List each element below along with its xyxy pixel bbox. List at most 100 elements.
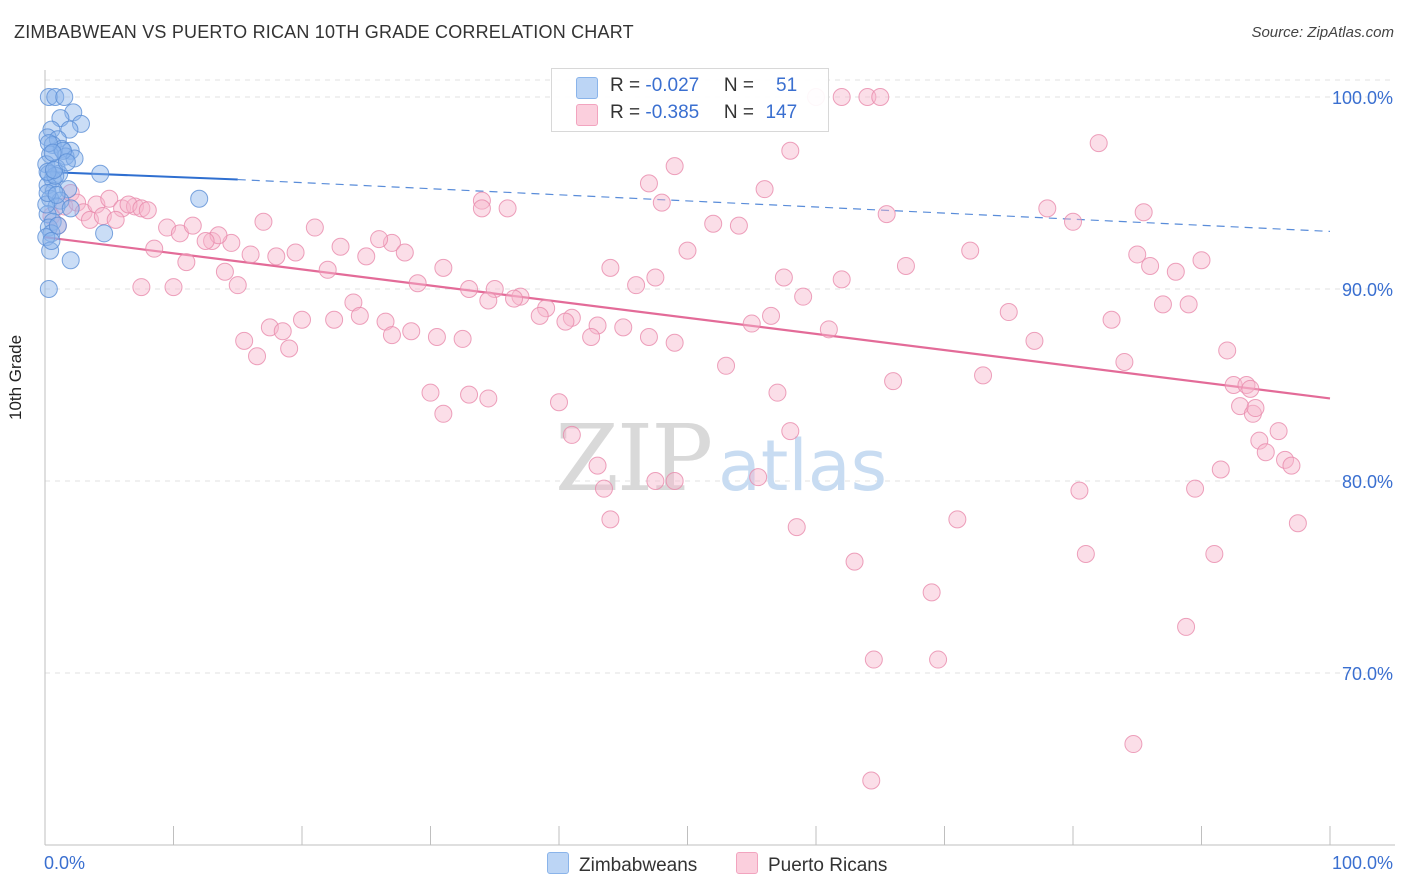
puerto-rican-point: [472, 199, 491, 218]
zimbabwean-point: [41, 241, 60, 260]
y-tick-label: 90.0%: [1342, 280, 1393, 300]
puerto-rican-point: [505, 289, 524, 308]
zimbabwean-point: [39, 134, 58, 153]
puerto-rican-point: [639, 174, 658, 193]
zimbabwean-point: [38, 184, 57, 202]
puerto-rican-point: [665, 157, 684, 176]
legend-n-value: 147: [765, 102, 798, 123]
puerto-rican-point: [1064, 212, 1082, 231]
bottom-legend-puerto-ricans: Puerto Ricans: [736, 852, 887, 877]
puerto-rican-point: [922, 583, 941, 602]
puerto-rican-point: [132, 278, 151, 297]
puerto-rican-points: [42, 88, 1307, 790]
puerto-rican-point: [100, 189, 119, 208]
puerto-rican-point: [556, 312, 575, 331]
puerto-rican-point: [1089, 134, 1108, 153]
zimbabwean-point: [60, 120, 79, 139]
puerto-rican-point: [402, 322, 421, 341]
puerto-rican-point: [177, 253, 196, 272]
puerto-rican-point: [479, 389, 498, 408]
bottom-legend-swatch-blue: [547, 852, 569, 874]
puerto-rican-point: [646, 472, 665, 490]
puerto-rican-point: [1124, 735, 1143, 754]
legend-r-value: -0.027: [645, 75, 700, 96]
zimbabwean-point: [95, 224, 114, 243]
puerto-rican-point: [862, 771, 881, 790]
puerto-rican-point: [395, 243, 414, 262]
puerto-rican-point: [1115, 352, 1134, 371]
puerto-rican-point: [235, 331, 254, 350]
bottom-legend-swatch-pink: [736, 852, 758, 874]
puerto-rican-point: [665, 333, 684, 352]
puerto-rican-point: [678, 241, 697, 260]
puerto-rican-point: [948, 510, 967, 529]
puerto-rican-point: [794, 287, 813, 306]
puerto-rican-point: [421, 383, 440, 402]
puerto-rican-point: [774, 268, 793, 287]
puerto-rican-point: [755, 180, 774, 199]
zimbabwean-point: [71, 114, 90, 133]
trend-lines: [44, 170, 1331, 400]
zimbabwean-point: [43, 143, 62, 162]
puerto-rican-point: [877, 205, 896, 224]
puerto-rican-point: [427, 328, 446, 346]
puerto-rican-point: [164, 278, 183, 297]
puerto-rican-point: [370, 230, 389, 249]
puerto-rican-point: [196, 232, 215, 250]
puerto-rican-point: [254, 212, 273, 231]
y-tick-label: 70.0%: [1342, 664, 1393, 684]
puerto-rican-point: [434, 258, 453, 277]
puerto-rican-point: [781, 141, 800, 160]
zimbabwean-point: [39, 280, 58, 298]
puerto-rican-point: [1166, 262, 1185, 281]
puerto-rican-point: [588, 316, 607, 335]
puerto-rican-point: [331, 237, 350, 256]
zimbabwean-point: [38, 162, 57, 181]
puerto-rican-point: [1288, 514, 1307, 533]
zimbabwean-point: [48, 216, 67, 235]
puerto-rican-point: [1179, 295, 1198, 314]
grid-lines: [45, 79, 1395, 674]
puerto-rican-point: [646, 268, 665, 287]
puerto-rican-point: [1102, 310, 1121, 329]
tick-labels: 100.0% 90.0% 80.0% 70.0% 0.0% 100.0%: [44, 88, 1393, 873]
zimbabwean-points: [37, 88, 209, 298]
puerto-rican-point: [562, 425, 581, 444]
puerto-rican-point: [293, 310, 311, 329]
puerto-rican-point: [845, 552, 864, 571]
puerto-rican-point: [511, 287, 530, 306]
puerto-rican-point: [1134, 203, 1153, 222]
puerto-rican-point: [479, 291, 498, 310]
puerto-rican-point: [974, 366, 993, 385]
zimbabwean-point: [47, 185, 66, 204]
puerto-rican-point: [453, 329, 472, 348]
zimbabwean-point: [61, 199, 80, 218]
source-label: Source: ZipAtlas.com: [1251, 24, 1394, 41]
puerto-rican-point: [961, 241, 980, 260]
puerto-rican-point: [582, 328, 601, 346]
y-tick-label: 80.0%: [1342, 472, 1393, 492]
puerto-rican-point: [1076, 544, 1095, 563]
puerto-rican-point: [1211, 460, 1230, 479]
puerto-rican-point: [864, 650, 883, 669]
bottom-legend-label: Puerto Ricans: [768, 855, 888, 876]
zimbabwean-point: [57, 153, 76, 172]
legend-r-label: R =: [610, 102, 646, 123]
zimbabwean-point: [48, 130, 67, 149]
puerto-rican-point: [132, 199, 151, 218]
bottom-legend-label: Zimbabweans: [579, 855, 698, 876]
puerto-rican-point: [832, 88, 851, 106]
watermark-atlas: atlas: [718, 425, 887, 507]
puerto-rican-point: [588, 456, 607, 475]
puerto-rican-point: [1192, 251, 1211, 270]
puerto-rican-point: [106, 210, 125, 229]
legend-n-label: N =: [723, 102, 760, 123]
zimbabwean-point: [190, 189, 209, 208]
puerto-rican-point: [742, 314, 761, 333]
puerto-rican-point: [614, 318, 633, 337]
puerto-rican-point: [639, 328, 658, 346]
legend-r-value: -0.385: [645, 102, 700, 123]
puerto-rican-point: [273, 322, 292, 341]
puerto-rican-point: [601, 258, 620, 277]
zimbabwean-point: [42, 232, 61, 250]
